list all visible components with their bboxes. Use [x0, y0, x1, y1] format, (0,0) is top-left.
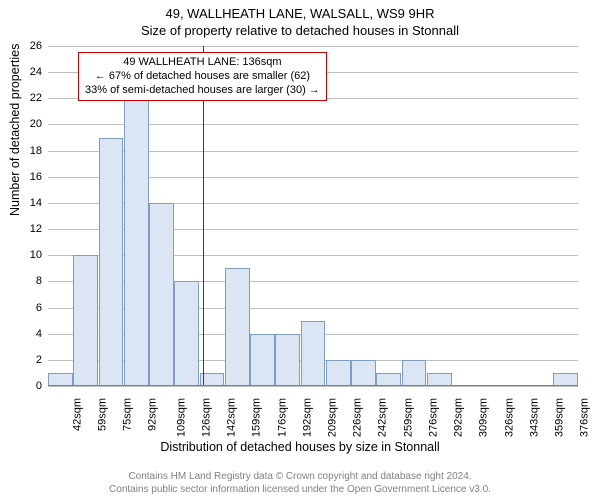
x-tick-label: 192sqm	[301, 398, 313, 437]
plot-area: 49 WALLHEATH LANE: 136sqm← 67% of detach…	[48, 46, 578, 386]
grid-line	[48, 386, 578, 387]
x-tick-label: 359sqm	[554, 398, 566, 437]
x-tick-label: 75sqm	[122, 398, 134, 431]
x-tick-label: 292sqm	[453, 398, 465, 437]
x-tick-label: 242sqm	[377, 398, 389, 437]
y-tick-label: 26	[30, 40, 42, 52]
y-tick-label: 24	[30, 66, 42, 78]
x-tick-label: 259sqm	[402, 398, 414, 437]
y-tick-label: 20	[30, 118, 42, 130]
y-tick-label: 18	[30, 145, 42, 157]
footer-line-2: Contains public sector information licen…	[0, 484, 600, 497]
x-tick-label: 42sqm	[71, 398, 83, 431]
chart-title-sub: Size of property relative to detached ho…	[0, 21, 600, 38]
x-tick-label: 59sqm	[96, 398, 108, 431]
x-tick-label: 376sqm	[579, 398, 591, 437]
y-tick-label: 22	[30, 92, 42, 104]
y-axis-title: Number of detached properties	[8, 44, 22, 216]
x-tick-label: 209sqm	[327, 398, 339, 437]
y-tick-label: 16	[30, 171, 42, 183]
x-tick-label: 226sqm	[352, 398, 364, 437]
chart-container: 49, WALLHEATH LANE, WALSALL, WS9 9HR Siz…	[0, 0, 600, 500]
x-tick-label: 159sqm	[251, 398, 263, 437]
x-ticks-layer: 42sqm59sqm75sqm92sqm109sqm126sqm142sqm15…	[48, 46, 578, 386]
y-tick-label: 10	[30, 249, 42, 261]
x-tick-label: 309sqm	[478, 398, 490, 437]
y-tick-label: 2	[36, 354, 42, 366]
x-tick-label: 176sqm	[276, 398, 288, 437]
x-tick-label: 276sqm	[428, 398, 440, 437]
x-tick-label: 326sqm	[503, 398, 515, 437]
chart-footer: Contains HM Land Registry data © Crown c…	[0, 471, 600, 496]
x-tick-label: 343sqm	[528, 398, 540, 437]
x-axis-line	[48, 385, 578, 386]
footer-line-1: Contains HM Land Registry data © Crown c…	[0, 471, 600, 484]
x-tick-label: 142sqm	[226, 398, 238, 437]
y-tick-label: 12	[30, 223, 42, 235]
y-tick-label: 8	[36, 275, 42, 287]
y-tick-label: 4	[36, 328, 42, 340]
chart-title-main: 49, WALLHEATH LANE, WALSALL, WS9 9HR	[0, 0, 600, 21]
x-tick-label: 109sqm	[175, 398, 187, 437]
x-axis-title: Distribution of detached houses by size …	[0, 440, 600, 454]
y-tick-label: 6	[36, 302, 42, 314]
x-tick-label: 92sqm	[147, 398, 159, 431]
y-tick-label: 14	[30, 197, 42, 209]
x-tick-label: 126sqm	[200, 398, 212, 437]
y-tick-label: 0	[36, 380, 42, 392]
